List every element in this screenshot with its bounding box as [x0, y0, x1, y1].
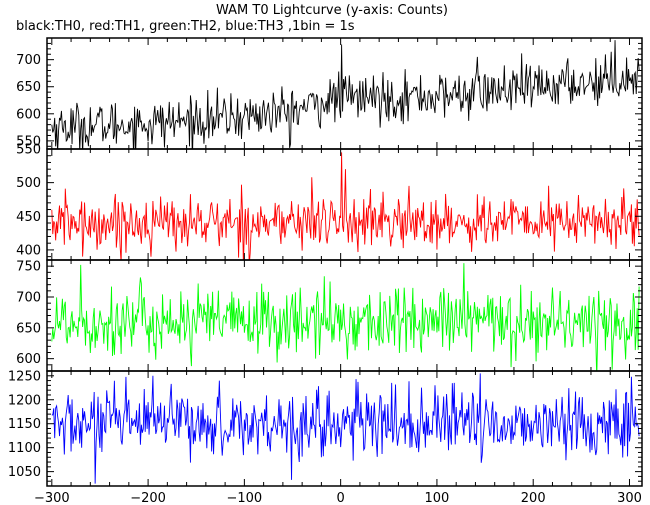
y-tick-label: 600 — [16, 352, 41, 367]
series-line-TH2 — [51, 263, 640, 371]
chart-subtitle: black:TH0, red:TH1, green:TH2, blue:TH3 … — [16, 19, 355, 34]
panel-TH3: 1050 1100 1150 1200 1250 — [8, 369, 643, 487]
y-tick-label: 1200 — [8, 393, 41, 408]
y-tick-label: 550 — [16, 134, 41, 149]
panel-TH1: 400 450 500 550 — [16, 143, 643, 261]
y-tick-label: 450 — [16, 210, 41, 225]
y-tick-label: 550 — [16, 143, 41, 158]
x-tick-label: 100 — [425, 491, 450, 505]
y-tick-label: 700 — [16, 53, 41, 68]
series-line-TH3 — [51, 373, 640, 484]
x-tick-label: −300 — [34, 491, 70, 505]
x-tick-label: −100 — [227, 491, 263, 505]
y-tick-label: 750 — [16, 260, 41, 275]
x-tick-label: −200 — [130, 491, 166, 505]
y-tick-label: 650 — [16, 321, 41, 336]
panel-TH2: 600 650 700 750 — [16, 259, 643, 372]
y-tick-label: 700 — [16, 291, 41, 306]
y-tick-label: 600 — [16, 107, 41, 122]
y-tick-label: 1100 — [8, 441, 41, 456]
y-tick-label: 500 — [16, 176, 41, 191]
panels-group: 550 600 650 700 400 450 500 550 600 650 700 750 1050… — [8, 37, 643, 487]
series-line-TH1 — [51, 152, 640, 260]
chart-title: WAM T0 Lightcurve (y-axis: Counts) — [216, 3, 448, 18]
y-tick-label: 1150 — [8, 417, 41, 432]
panel-TH0: 550 600 650 700 — [16, 37, 643, 150]
y-tick-label: 1250 — [8, 369, 41, 384]
x-tick-label: 200 — [521, 491, 546, 505]
y-tick-label: 400 — [16, 243, 41, 258]
series-line-TH0 — [51, 40, 640, 149]
x-tick-label: 300 — [617, 491, 642, 505]
x-tick-label: 0 — [337, 491, 345, 505]
y-tick-label: 1050 — [8, 465, 41, 480]
x-axis-tick-labels: −300 −200 −100 0 100 200 300 — [34, 491, 642, 505]
y-tick-label: 650 — [16, 80, 41, 95]
